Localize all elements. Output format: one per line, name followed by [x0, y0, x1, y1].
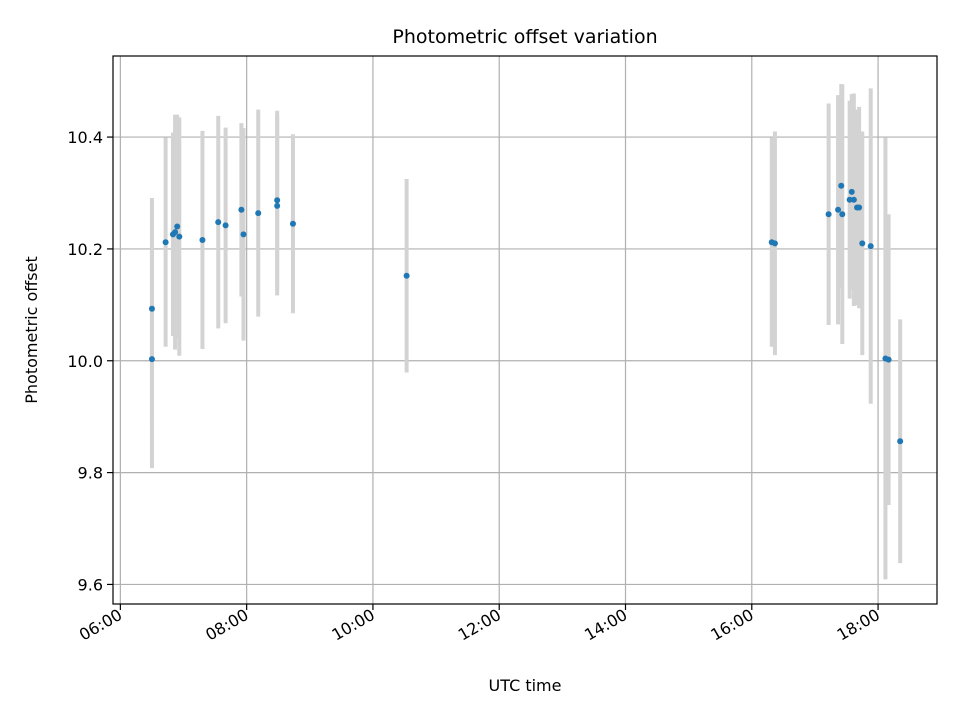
data-point	[172, 229, 179, 236]
data-point	[825, 211, 832, 218]
data-point	[274, 202, 281, 209]
data-point	[848, 188, 855, 195]
y-tick-label: 9.8	[78, 464, 103, 483]
data-point	[885, 356, 892, 363]
data-point	[771, 240, 778, 247]
y-tick-label: 9.6	[78, 575, 103, 594]
data-point	[867, 243, 874, 250]
data-point	[162, 239, 169, 246]
data-point	[148, 305, 155, 312]
data-point	[403, 272, 410, 279]
data-point	[176, 233, 183, 240]
x-axis-label: UTC time	[489, 676, 562, 695]
data-point	[856, 204, 863, 211]
y-tick-label: 10.2	[67, 240, 103, 259]
data-point	[255, 210, 262, 217]
data-point	[859, 240, 866, 247]
data-point	[897, 438, 904, 445]
data-point	[222, 222, 229, 229]
grid	[113, 56, 937, 604]
data-point	[274, 197, 281, 204]
y-axis-label: Photometric offset	[22, 256, 41, 404]
data-points	[148, 182, 904, 445]
data-point	[240, 231, 247, 238]
data-point	[238, 206, 245, 213]
chart-title: Photometric offset variation	[392, 26, 657, 48]
y-tick-label: 10.0	[67, 352, 103, 371]
data-point	[148, 356, 155, 363]
y-axis-ticks: 9.6 9.8 10.0 10.2 10.4	[67, 128, 113, 594]
y-tick-label: 10.4	[67, 128, 103, 147]
data-point	[846, 196, 853, 203]
data-point	[289, 220, 296, 227]
data-point	[215, 219, 222, 226]
data-point	[839, 211, 846, 218]
data-point	[199, 236, 206, 243]
data-point	[174, 223, 181, 230]
data-point	[838, 182, 845, 189]
data-point	[835, 206, 842, 213]
plot-area-frame	[112, 55, 938, 605]
data-point	[850, 196, 857, 203]
